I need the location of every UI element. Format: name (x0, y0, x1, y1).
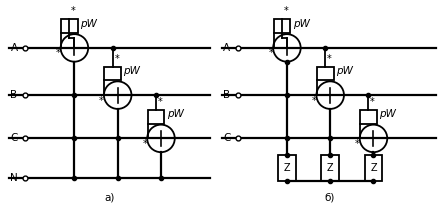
Bar (360, 110, 377, 124)
Bar (317, 67, 334, 80)
Text: *: * (157, 97, 162, 107)
Text: a): a) (105, 192, 115, 202)
Bar (274, 19, 290, 33)
Bar (104, 67, 121, 80)
Text: C: C (11, 133, 18, 143)
Text: pW: pW (123, 66, 140, 76)
Text: *: * (99, 96, 104, 106)
Text: *: * (268, 48, 273, 58)
Bar (365, 155, 382, 181)
Text: *: * (327, 54, 332, 64)
Bar (61, 19, 78, 33)
Bar (148, 110, 164, 124)
Text: *: * (312, 96, 316, 106)
Text: Z: Z (327, 163, 334, 173)
Text: B: B (223, 90, 230, 100)
Text: Z: Z (284, 163, 290, 173)
Text: pW: pW (167, 109, 183, 119)
Text: N: N (11, 173, 18, 183)
Text: *: * (142, 139, 147, 149)
Text: pW: pW (80, 19, 97, 29)
Bar (321, 155, 339, 181)
Text: pW: pW (293, 19, 309, 29)
Text: *: * (56, 48, 61, 58)
Text: pW: pW (336, 66, 353, 76)
Text: A: A (11, 43, 18, 53)
Text: C: C (223, 133, 230, 143)
Text: *: * (71, 7, 76, 17)
Text: A: A (223, 43, 230, 53)
Text: б): б) (324, 192, 335, 202)
Text: pW: pW (379, 109, 396, 119)
Bar (278, 155, 296, 181)
Text: B: B (11, 90, 18, 100)
Text: *: * (355, 139, 360, 149)
Text: Z: Z (370, 163, 377, 173)
Text: *: * (370, 97, 375, 107)
Text: *: * (283, 7, 288, 17)
Text: *: * (114, 54, 119, 64)
